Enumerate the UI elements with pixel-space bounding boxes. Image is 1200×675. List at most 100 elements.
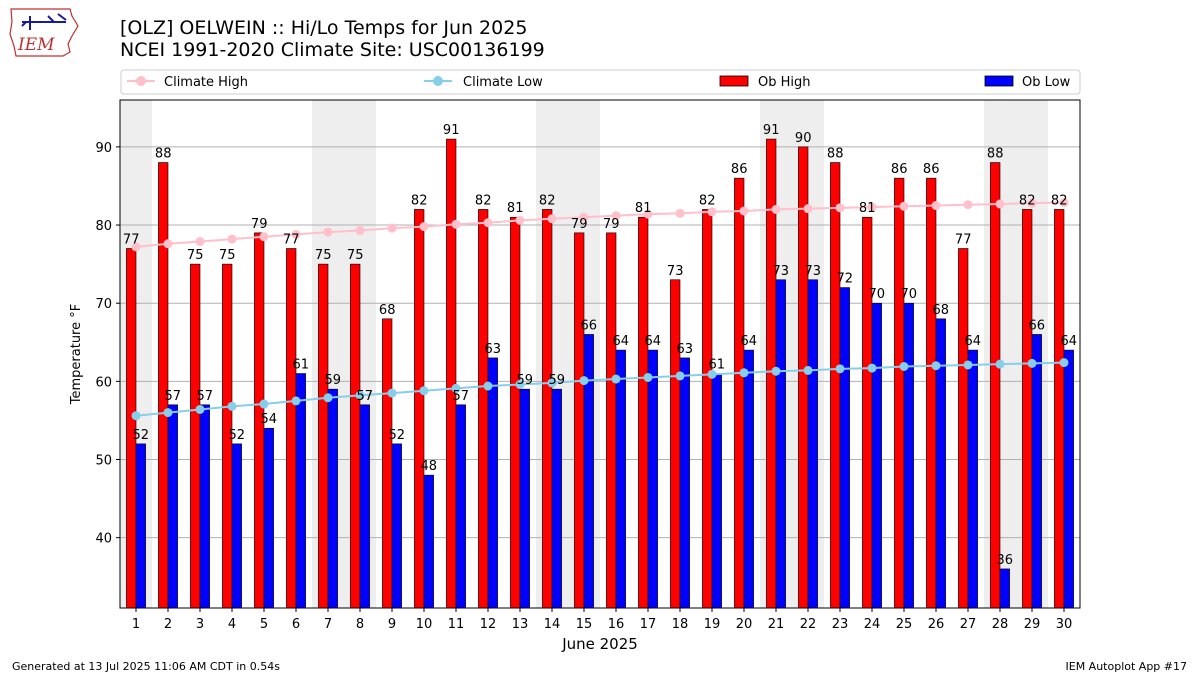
ob-low-bar (647, 349, 658, 609)
ob-low-label: 64 (645, 334, 662, 349)
ob-low-label: 64 (613, 334, 630, 349)
x-tick-label-27: 27 (960, 617, 977, 632)
ob-low-bar (487, 357, 498, 609)
climate-high-point (611, 211, 621, 221)
ob-low-bar (391, 443, 402, 609)
x-tick-label-22: 22 (800, 617, 817, 632)
legend-climate-high: Climate High (127, 75, 248, 90)
climate-low-point (867, 363, 877, 373)
legend: Climate High Climate Low Ob High Ob Low (120, 69, 1081, 95)
ob-high-bar (926, 177, 937, 609)
ob-high-bar (510, 216, 521, 609)
climate-high-point (867, 202, 877, 212)
bar-value-labels: 77 52 88 57 75 57 75 52 79 54 77 61 75 59 75 57 68 52 82 48… (123, 123, 1077, 568)
ob-low-label: 68 (933, 303, 950, 318)
ob-low-bar (903, 302, 914, 609)
ob-low-bar (167, 404, 178, 609)
ob-low-bar (807, 279, 818, 609)
y-axis-label: Temperature °F (69, 304, 84, 405)
x-tick-label-5: 5 (260, 617, 268, 632)
ob-high-bar (478, 209, 489, 609)
ob-high-bar (638, 216, 649, 609)
climate-high-point (323, 227, 333, 237)
ob-high-label: 77 (123, 232, 140, 247)
x-tick-label-10: 10 (416, 617, 433, 632)
x-tick-label-3: 3 (196, 617, 204, 632)
climate-high-point (995, 199, 1005, 209)
x-tick-label-18: 18 (672, 617, 689, 632)
ob-high-label: 88 (827, 147, 844, 162)
climate-high-point (547, 214, 557, 224)
ob-low-label: 64 (1061, 334, 1078, 349)
y-tick-label-70: 70 (95, 297, 112, 312)
ob-low-label: 57 (165, 389, 182, 404)
ob-low-label: 48 (421, 459, 438, 474)
ob-high-bar (1054, 209, 1065, 609)
ob-low-label: 57 (197, 389, 214, 404)
ob-low-label: 61 (293, 358, 310, 373)
ob-low-label: 73 (805, 264, 822, 279)
ob-high-bar (990, 162, 1001, 609)
climate-low-point (899, 362, 909, 372)
x-tick-label-30: 30 (1056, 617, 1073, 632)
x-tick-label-6: 6 (292, 617, 300, 632)
climate-high-point (1059, 197, 1069, 207)
climate-high-point (771, 204, 781, 214)
y-axis: 40 50 60 70 80 90 (95, 141, 120, 547)
ob-low-bar (423, 474, 434, 609)
ob-high-label: 77 (283, 232, 300, 247)
legend-ob-high-swatch (719, 75, 749, 87)
climate-low-point (995, 359, 1005, 369)
ob-low-label: 66 (581, 318, 598, 333)
ob-high-label: 79 (603, 217, 620, 232)
ob-high-bar (382, 318, 393, 609)
ob-low-bar (1063, 349, 1074, 609)
ob-high-label: 91 (763, 123, 780, 138)
ob-low-bar (199, 404, 210, 609)
ob-high-bar (862, 216, 873, 609)
x-tick-label-14: 14 (544, 617, 561, 632)
ob-high-label: 81 (859, 201, 876, 216)
ob-low-bar (263, 427, 274, 609)
climate-low-point (1027, 358, 1037, 368)
ob-high-label: 82 (475, 193, 492, 208)
climate-low-line (135, 361, 1065, 417)
climate-high-point (835, 203, 845, 213)
climate-low-point (483, 381, 493, 391)
legend-climate-low: Climate Low (424, 75, 543, 90)
climate-high-line (135, 201, 1065, 248)
ob-low-bar (999, 568, 1010, 609)
climate-high-point (675, 208, 685, 218)
ob-low-label: 61 (709, 358, 726, 373)
ob-high-label: 79 (571, 217, 588, 232)
ob-high-bar (190, 263, 201, 609)
ob-high-label: 86 (731, 162, 748, 177)
ob-low-bar (871, 302, 882, 609)
x-tick-label-28: 28 (992, 617, 1009, 632)
climate-high-point (643, 209, 653, 219)
ob-high-label: 86 (923, 162, 940, 177)
ob-high-label: 82 (539, 193, 556, 208)
x-axis-label: June 2025 (561, 635, 638, 653)
footer-app: IEM Autoplot App #17 (1065, 660, 1188, 673)
ob-high-label: 68 (379, 303, 396, 318)
ob-high-label: 82 (1051, 193, 1068, 208)
ob-high-bar (606, 232, 617, 609)
climate-low-point (579, 376, 589, 386)
climate-high-point (163, 239, 173, 249)
legend-ob-low-swatch (984, 75, 1014, 87)
ob-high-bar (958, 248, 969, 609)
x-tick-label-17: 17 (640, 617, 657, 632)
climate-low-point (515, 379, 525, 389)
ob-high-label: 77 (955, 232, 972, 247)
ob-low-bar (679, 357, 690, 609)
ob-low-label: 64 (965, 334, 982, 349)
x-tick-label-20: 20 (736, 617, 753, 632)
climate-low-point (323, 393, 333, 403)
climate-low-point (675, 371, 685, 381)
climate-high-point (227, 234, 237, 244)
ob-high-label: 82 (1019, 193, 1036, 208)
ob-high-label: 82 (699, 193, 716, 208)
climate-low-point (547, 378, 557, 388)
x-tick-label-2: 2 (164, 617, 172, 632)
